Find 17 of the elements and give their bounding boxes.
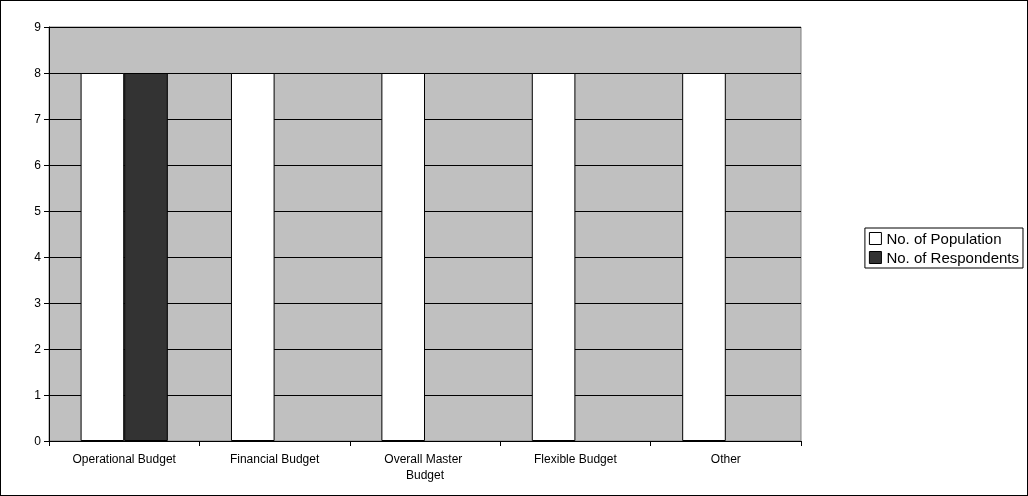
y-tick-label: 8: [34, 66, 42, 80]
legend-label: No. of Respondents: [886, 249, 1020, 266]
x-tick-label: Operational Budget: [72, 452, 177, 466]
y-tick-label: 2: [34, 342, 42, 356]
y-tick-label: 3: [34, 296, 42, 310]
y-tick-label: 6: [34, 158, 42, 172]
x-tick-label: Financial Budget: [229, 452, 320, 466]
y-tick-label: 7: [34, 112, 42, 126]
y-tick-label: 9: [34, 20, 42, 34]
x-tick-label: Flexible Budget: [534, 452, 618, 466]
y-tick-label: 1: [34, 388, 42, 402]
x-tick-label: Overall Master Budget: [384, 452, 466, 482]
y-tick-label: 0: [34, 434, 42, 448]
y-tick-label: 5: [34, 204, 42, 218]
y-tick-label: 4: [34, 250, 42, 264]
legend-label: No. of Population: [886, 230, 1002, 247]
x-tick-label: Other: [710, 452, 741, 466]
